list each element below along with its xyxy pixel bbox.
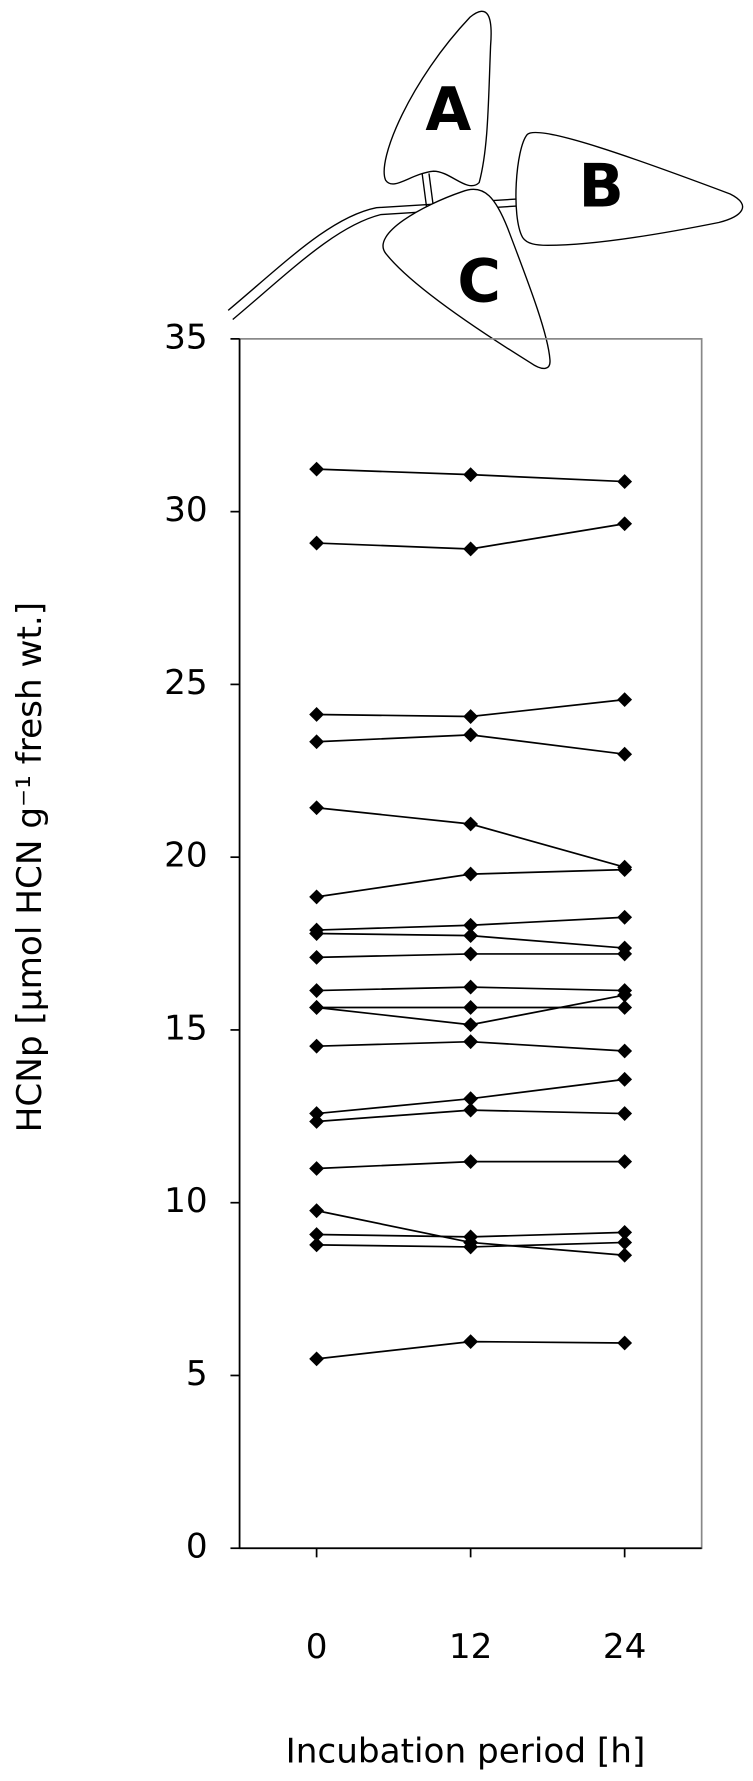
marker — [617, 1000, 633, 1015]
y-tick-label: 10 — [164, 1181, 208, 1221]
marker — [309, 800, 325, 816]
marker — [309, 983, 325, 998]
marker — [463, 917, 479, 933]
x-axis-title: Incubation period [h] — [286, 1732, 646, 1772]
marker — [617, 692, 633, 708]
marker — [309, 949, 325, 965]
marker — [617, 1106, 633, 1121]
marker — [463, 1091, 479, 1107]
marker — [617, 1235, 633, 1250]
marker — [617, 946, 633, 962]
marker — [617, 1247, 633, 1263]
x-tick-label: 24 — [603, 1627, 647, 1667]
marker — [463, 979, 479, 995]
marker — [617, 987, 633, 1003]
marker — [463, 709, 479, 724]
marker — [617, 1154, 633, 1169]
marker — [309, 1114, 325, 1129]
marker — [309, 1227, 325, 1242]
marker — [463, 946, 479, 962]
marker — [463, 1000, 479, 1015]
marker — [309, 734, 325, 750]
x-tick-label: 12 — [449, 1627, 493, 1667]
marker — [309, 535, 325, 551]
marker — [463, 1334, 479, 1350]
marker — [309, 1000, 325, 1015]
y-tick-label: 30 — [164, 490, 208, 530]
marker — [309, 1161, 325, 1176]
leaf-illustration: A B C — [227, 10, 744, 370]
x-tick-label: 0 — [306, 1627, 328, 1667]
marker — [463, 1229, 479, 1245]
leaf-label: C — [457, 246, 501, 315]
y-tick-label: 5 — [186, 1354, 208, 1394]
marker — [617, 862, 633, 878]
leaf-a — [383, 10, 492, 187]
y-tick-label: 35 — [164, 317, 208, 357]
stem — [232, 204, 528, 320]
marker — [617, 474, 633, 489]
marker — [309, 889, 325, 905]
leaf-label: B — [579, 152, 624, 221]
marker — [463, 467, 479, 483]
marker — [309, 461, 325, 477]
marker — [463, 1034, 479, 1050]
y-tick-label: 25 — [164, 663, 208, 703]
y-tick-label: 15 — [164, 1008, 208, 1048]
marker — [463, 816, 479, 832]
marker — [463, 1154, 479, 1169]
leaf-b — [515, 131, 744, 247]
marker — [617, 1335, 633, 1351]
marker — [617, 746, 633, 762]
marker — [463, 541, 479, 557]
marker — [617, 516, 633, 532]
marker — [463, 866, 479, 882]
y-tick-label: 0 — [186, 1527, 208, 1567]
marker — [309, 1351, 325, 1367]
marker — [463, 1239, 479, 1255]
marker — [463, 928, 479, 944]
marker — [309, 1237, 325, 1253]
y-tick-label: 20 — [164, 836, 208, 876]
marker — [463, 1017, 479, 1033]
marker — [617, 909, 633, 925]
plot-frame — [238, 338, 703, 1550]
marker — [617, 1071, 633, 1087]
y-axis-title: HCNp [µmol HCN g⁻¹ fresh wt.] — [10, 602, 50, 1133]
marker — [309, 926, 325, 941]
marker — [463, 1102, 479, 1118]
marker — [309, 1038, 325, 1054]
marker — [309, 1106, 325, 1121]
stem — [227, 197, 525, 311]
marker — [463, 727, 479, 743]
marker — [309, 1203, 325, 1219]
leaf-c — [382, 188, 551, 370]
marker — [617, 1043, 633, 1059]
leaf-label: A — [425, 75, 471, 144]
marker — [309, 707, 325, 722]
